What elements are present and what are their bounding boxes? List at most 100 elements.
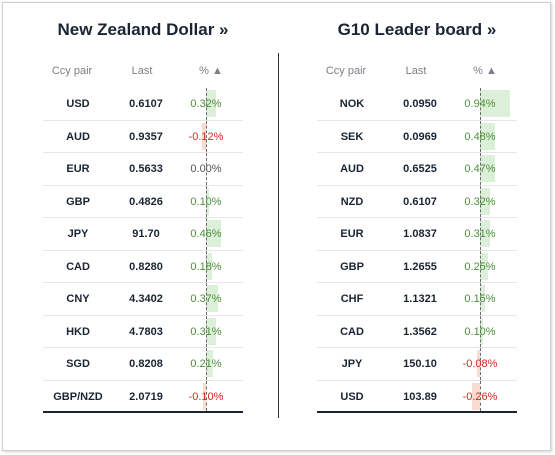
last-price-cell: 0.9357 — [129, 130, 163, 143]
zero-line — [480, 283, 481, 315]
col-header-pct-sort[interactable]: % ▲ — [473, 65, 497, 77]
last-price-cell: 0.6107 — [403, 195, 437, 208]
last-price-cell: 0.6107 — [129, 98, 163, 110]
zero-line — [480, 153, 481, 185]
pct-change-cell: 0.32% — [464, 195, 496, 208]
pct-change-cell: 0.15% — [464, 293, 496, 305]
table-row[interactable]: NZD 0.6107 0.32% — [317, 185, 517, 218]
nzd-table-body: USD 0.6107 0.32% AUD 0.9357 -0.12% EUR 0.5633 0.… — [43, 88, 243, 413]
table-row[interactable]: SEK 0.0969 0.48% — [317, 120, 517, 153]
zero-line — [206, 283, 207, 315]
zero-line — [206, 380, 207, 411]
pct-change-cell: 0.10% — [190, 195, 222, 208]
change-bar — [480, 252, 488, 280]
last-price-cell: 0.0950 — [403, 98, 437, 110]
change-bar — [471, 382, 480, 410]
ccy-pair-cell: AUD — [66, 130, 90, 143]
change-bar — [206, 350, 213, 377]
col-header-last: Last — [405, 65, 427, 77]
last-price-cell: 0.8208 — [129, 358, 163, 370]
nzd-table-header: Ccy pair Last % ▲ — [43, 63, 275, 81]
g10-table-header: Ccy pair Last % ▲ — [317, 63, 549, 81]
last-price-cell: 1.0837 — [403, 228, 437, 240]
table-row[interactable]: HKD 4.7803 0.31% — [43, 315, 243, 348]
pct-change-cell: -0.08% — [462, 358, 498, 370]
table-row[interactable]: GBP 0.4826 0.10% — [43, 185, 243, 218]
table-row[interactable]: AUD 0.6525 0.47% — [317, 153, 517, 186]
change-bar — [480, 317, 484, 345]
table-row[interactable]: CNY 4.3402 0.37% — [43, 283, 243, 316]
table-row[interactable]: SGD 0.8208 0.21% — [43, 348, 243, 381]
table-row[interactable]: USD 0.6107 0.32% — [43, 88, 243, 121]
last-price-cell: 1.2655 — [403, 260, 437, 273]
change-bar — [480, 90, 511, 117]
zero-line — [480, 380, 481, 411]
ccy-pair-cell: EUR — [66, 163, 90, 175]
table-row[interactable]: EUR 1.0837 0.31% — [317, 218, 517, 251]
table-row[interactable]: EUR 0.5633 0.00% — [43, 153, 243, 186]
last-price-cell: 91.70 — [132, 228, 160, 240]
table-row[interactable]: CAD 0.8280 0.18% — [43, 250, 243, 283]
change-bar — [206, 252, 212, 280]
change-bar — [206, 285, 218, 312]
ccy-pair-cell: GBP — [340, 260, 364, 273]
g10-table-body: NOK 0.0950 0.94% SEK 0.0969 0.48% AUD 0.6525 0.4… — [317, 88, 517, 413]
ccy-pair-cell: GBP — [66, 195, 90, 208]
panel-divider — [278, 53, 279, 418]
widget-frame: New Zealand Dollar » Ccy pair Last % ▲ U… — [2, 2, 551, 451]
table-row[interactable]: NOK 0.0950 0.94% — [317, 88, 517, 121]
zero-line — [206, 185, 207, 217]
ccy-pair-cell: EUR — [340, 228, 364, 240]
table-row[interactable]: JPY 150.10 -0.08% — [317, 348, 517, 381]
table-row[interactable]: GBP 1.2655 0.25% — [317, 250, 517, 283]
col-header-ccy-pair: Ccy pair — [51, 65, 93, 77]
pct-change-cell: 0.37% — [190, 293, 222, 305]
table-row[interactable]: CAD 1.3562 0.10% — [317, 315, 517, 348]
last-price-cell: 0.0969 — [403, 130, 437, 143]
zero-line — [206, 348, 207, 380]
change-bar — [480, 220, 490, 247]
change-bar — [206, 90, 217, 117]
zero-line — [480, 185, 481, 217]
change-bar — [480, 285, 485, 312]
table-row[interactable]: JPY 91.70 0.46% — [43, 218, 243, 251]
nzd-panel-title-link[interactable]: New Zealand Dollar » — [57, 20, 229, 39]
change-bar — [206, 317, 216, 345]
change-bar — [202, 382, 206, 410]
zero-line — [206, 88, 207, 120]
change-bar — [206, 220, 221, 247]
pct-change-cell: 0.21% — [190, 358, 222, 370]
ccy-pair-cell: AUD — [340, 163, 364, 175]
pct-change-cell: -0.10% — [188, 390, 224, 403]
ccy-pair-cell: CAD — [66, 260, 90, 273]
last-price-cell: 0.8280 — [129, 260, 163, 273]
ccy-pair-cell: SEK — [340, 130, 364, 143]
table-row[interactable]: USD 103.89 -0.26% — [317, 380, 517, 413]
zero-line — [206, 153, 207, 185]
ccy-pair-cell: GBP/NZD — [53, 390, 103, 403]
ccy-pair-cell: JPY — [341, 358, 363, 370]
zero-line — [206, 315, 207, 347]
ccy-pair-cell: USD — [66, 98, 90, 110]
last-price-cell: 103.89 — [403, 390, 437, 403]
pct-change-cell: -0.26% — [462, 390, 498, 403]
last-price-cell: 0.6525 — [403, 163, 437, 175]
zero-line — [206, 120, 207, 152]
last-price-cell: 1.1321 — [403, 293, 437, 305]
pct-change-cell: 0.32% — [190, 98, 222, 110]
zero-line — [480, 120, 481, 152]
table-row[interactable]: GBP/NZD 2.0719 -0.10% — [43, 380, 243, 413]
pct-change-cell: 0.47% — [464, 163, 496, 175]
pct-change-cell: -0.12% — [188, 130, 224, 143]
zero-line — [480, 315, 481, 347]
table-row[interactable]: AUD 0.9357 -0.12% — [43, 120, 243, 153]
zero-line — [480, 88, 481, 120]
zero-line — [480, 218, 481, 250]
g10-panel-title-link[interactable]: G10 Leader board » — [337, 20, 497, 39]
ccy-pair-cell: NOK — [339, 98, 365, 110]
table-row[interactable]: CHF 1.1321 0.15% — [317, 283, 517, 316]
col-header-last: Last — [131, 65, 153, 77]
col-header-pct-sort[interactable]: % ▲ — [199, 65, 223, 77]
change-bar — [477, 350, 480, 377]
ccy-pair-cell: SGD — [66, 358, 90, 370]
